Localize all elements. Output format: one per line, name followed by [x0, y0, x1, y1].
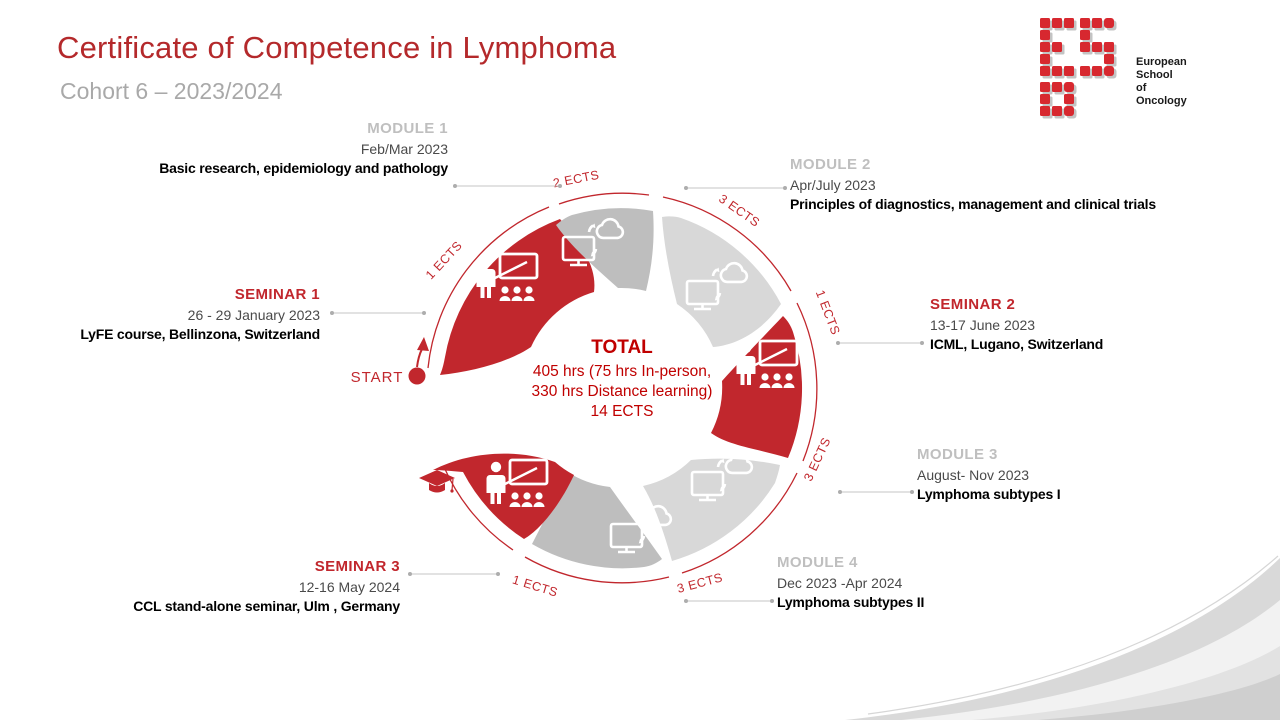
event-title: MODULE 3 — [917, 446, 998, 463]
event-description: LyFE course, Bellinzona, Switzerland — [80, 326, 320, 343]
ects-label-module2: 3 ECTS — [716, 192, 762, 230]
ects-label-seminar2: 1 ECTS — [813, 288, 843, 337]
cycle-segments — [433, 208, 803, 569]
event-title: MODULE 4 — [777, 554, 858, 571]
total-hours-line1: 405 hrs (75 hrs In-person, — [532, 363, 712, 380]
event-date: Apr/July 2023 — [790, 177, 876, 194]
clipped-text-fragment: TOTAL — [500, 329, 744, 334]
event-date: Feb/Mar 2023 — [360, 141, 448, 158]
event-title: SEMINAR 3 — [314, 558, 400, 575]
event-date: 12-16 May 2024 — [298, 579, 400, 596]
graduation-cap-icon — [419, 470, 455, 493]
event-description: ICML, Lugano, Switzerland — [930, 336, 1104, 353]
eso-logo: European School of Oncology — [1040, 16, 1240, 119]
ects-label-seminar1: 1 ECTS — [423, 238, 465, 282]
start-dot-icon — [408, 367, 426, 385]
leader-lines — [330, 184, 924, 603]
start-label: START — [351, 369, 404, 386]
segment-module2 — [662, 216, 781, 347]
page-title: Certificate of Competence in Lymphoma — [57, 30, 617, 65]
total-hours-line2: 330 hrs Distance learning) — [531, 383, 713, 400]
ects-label-module4: 3 ECTS — [676, 570, 725, 596]
segment-module4 — [532, 471, 662, 569]
diagram-center-total: TOTAL TOTAL 405 hrs (75 hrs In-person, 3… — [500, 329, 744, 422]
total-ects: 14 ECTS — [590, 403, 654, 420]
segment-module3 — [643, 458, 780, 561]
event-description: Lymphoma subtypes I — [917, 486, 1061, 503]
event-date: 26 - 29 January 2023 — [187, 307, 320, 324]
logo-org-line: European — [1136, 56, 1187, 68]
event-module3: MODULE 3 August- Nov 2023 Lymphoma subty… — [917, 446, 1247, 502]
event-description: Principles of diagnostics, management an… — [790, 196, 1156, 213]
event-seminar3: SEMINAR 3 12-16 May 2024 CCL stand-alone… — [0, 558, 400, 614]
ects-label-module3: 3 ECTS — [801, 435, 833, 483]
segment-seminar2 — [711, 316, 803, 458]
event-description: Basic research, epidemiology and patholo… — [159, 160, 448, 177]
event-title: SEMINAR 1 — [234, 286, 320, 303]
event-module4: MODULE 4 Dec 2023 -Apr 2024 Lymphoma sub… — [777, 554, 1107, 610]
total-heading: TOTAL — [591, 337, 653, 358]
ects-label-seminar3: 1 ECTS — [511, 573, 560, 600]
start-arrow-icon — [417, 337, 429, 351]
event-seminar2: SEMINAR 2 13-17 June 2023 ICML, Lugano, … — [930, 296, 1260, 352]
event-module2: MODULE 2 Apr/July 2023 Principles of dia… — [790, 156, 1210, 212]
event-title: MODULE 2 — [790, 156, 871, 173]
segment-module1 — [556, 208, 654, 291]
logo-org-line: School — [1136, 69, 1173, 81]
event-module1: MODULE 1 Feb/Mar 2023 Basic research, ep… — [28, 120, 448, 176]
event-date: August- Nov 2023 — [917, 467, 1030, 484]
event-date: 13-17 June 2023 — [930, 317, 1036, 334]
event-title: SEMINAR 2 — [930, 296, 1016, 313]
event-description: CCL stand-alone seminar, Ulm , Germany — [133, 598, 400, 615]
logo-org-line: of — [1136, 82, 1147, 94]
event-date: Dec 2023 -Apr 2024 — [777, 575, 903, 592]
outer-arc-ring — [427, 192, 818, 584]
swoosh-decoration — [845, 555, 1280, 720]
event-seminar1: SEMINAR 1 26 - 29 January 2023 LyFE cour… — [0, 286, 320, 342]
event-description: Lymphoma subtypes II — [777, 594, 925, 611]
segment-seminar3 — [433, 453, 574, 539]
start-marker: START — [351, 337, 429, 386]
event-title: MODULE 1 — [367, 120, 448, 137]
page-subtitle: Cohort 6 – 2023/2024 — [60, 78, 283, 104]
logo-org-line: Oncology — [1136, 95, 1187, 107]
